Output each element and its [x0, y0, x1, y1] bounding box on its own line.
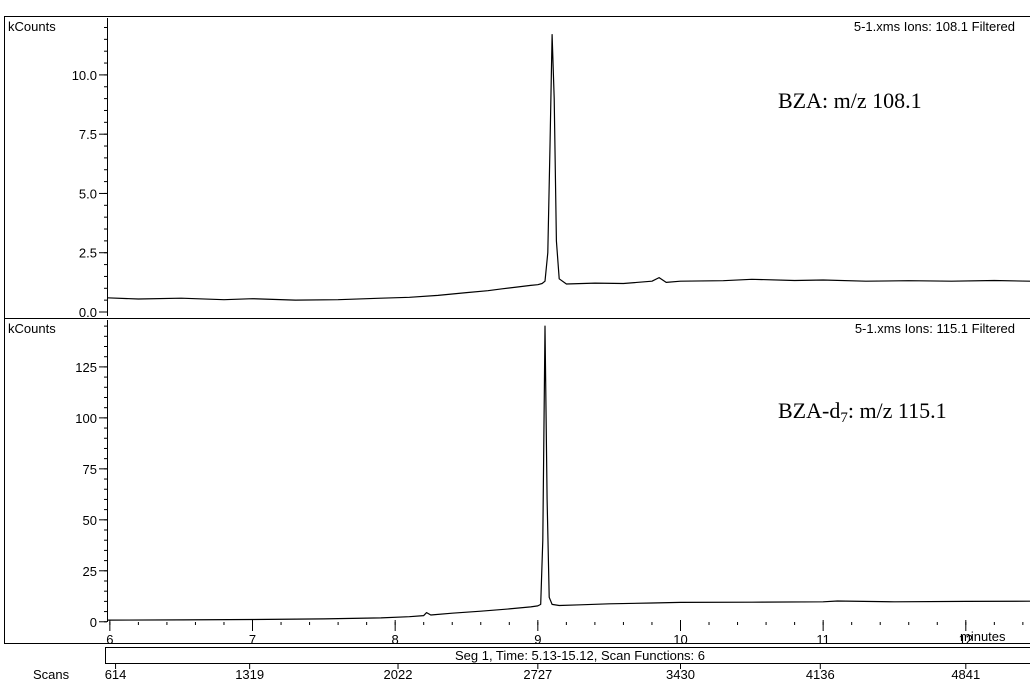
scan-tick-label: 1319 [235, 667, 264, 682]
bottom-units-label: kCounts [8, 321, 56, 336]
x-axis-label: minutes [960, 629, 1006, 644]
segment-bar-label: Seg 1, Time: 5.13-15.12, Scan Functions:… [455, 648, 705, 663]
scan-tick-label: 614 [105, 667, 127, 682]
scan-tick-label: 2727 [523, 667, 552, 682]
segment-bar [105, 647, 1030, 664]
x-tick-label: 8 [392, 632, 399, 647]
top-units-label: kCounts [8, 19, 56, 34]
x-tick-label: 11 [816, 632, 830, 647]
y-tick-label-bottom: 25 [83, 564, 97, 579]
y-tick-label-bottom: 75 [83, 462, 97, 477]
scan-tick-label: 2022 [384, 667, 413, 682]
bottom-annotation-subscript: 7 [840, 410, 848, 426]
chart-frame [4, 16, 1030, 644]
bottom-annotation-tail: : m/z 115.1 [848, 398, 947, 423]
y-tick-label-top: 0.0 [79, 305, 97, 320]
y-tick-label-bottom: 100 [75, 411, 97, 426]
x-tick-label: 6 [106, 632, 113, 647]
y-tick-label-top: 2.5 [79, 246, 97, 261]
scan-tick-label: 3430 [666, 667, 695, 682]
y-tick-label-bottom: 125 [75, 360, 97, 375]
y-tick-label-top: 5.0 [79, 186, 97, 201]
trace-top [106, 34, 1030, 301]
top-annotation: BZA: m/z 108.1 [778, 88, 922, 113]
bottom-annotation-main: BZA-d [778, 398, 840, 423]
chart-marks: 0.0 2.5 5.0 7.5 10.0 0 25 50 75 100 125 6 7 8 9 10 11 12 6… [72, 18, 1030, 682]
x-tick-label: 10 [673, 632, 687, 647]
bottom-annotation: BZA-d7: m/z 115.1 [778, 398, 947, 426]
top-header: 5-1.xms Ions: 108.1 Filtered [854, 19, 1015, 34]
trace-bottom [106, 325, 1030, 621]
x-tick-label: 12 [959, 632, 973, 647]
y-tick-label-top: 7.5 [79, 127, 97, 142]
y-tick-label-bottom: 0 [90, 615, 97, 630]
scan-tick-label: 4841 [951, 667, 980, 682]
x-tick-label: 7 [249, 632, 256, 647]
y-tick-label-top: 10.0 [72, 68, 97, 83]
x-tick-label: 9 [534, 632, 541, 647]
y-tick-label-bottom: 50 [83, 513, 97, 528]
scans-label: Scans [33, 667, 70, 682]
bottom-header: 5-1.xms Ions: 115.1 Filtered [855, 321, 1015, 336]
scan-tick-label: 4136 [806, 667, 835, 682]
